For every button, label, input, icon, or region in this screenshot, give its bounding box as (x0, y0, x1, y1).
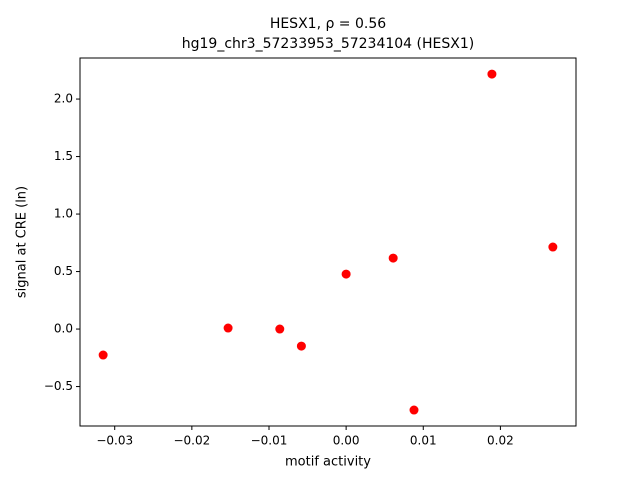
y-tick-label: 2.0 (54, 92, 73, 106)
plot-frame (79, 57, 577, 427)
y-tick-label: 1.0 (54, 207, 73, 221)
point (275, 324, 285, 334)
y-tick-label: −0.5 (44, 379, 73, 393)
point (296, 341, 306, 351)
y-tick-label: 0.0 (54, 322, 73, 336)
y-tick-label: 1.5 (54, 149, 73, 163)
x-tick-label: −0.03 (96, 434, 133, 448)
point (223, 323, 233, 333)
x-tick-label: 0.02 (487, 434, 514, 448)
y-axis-label: signal at CRE (ln) (15, 186, 30, 298)
x-tick-label: −0.01 (251, 434, 288, 448)
point (548, 242, 558, 252)
x-tick-label: 0.00 (333, 434, 360, 448)
chart-subtitle: hg19_chr3_57233953_57234104 (HESX1) (182, 36, 474, 52)
point (341, 269, 351, 279)
x-tick-label: −0.02 (173, 434, 210, 448)
y-tick-label: 0.5 (54, 264, 73, 278)
point (388, 253, 398, 263)
point (487, 69, 497, 79)
x-tick-label: 0.01 (410, 434, 437, 448)
chart-title: HESX1, ρ = 0.56 (270, 16, 386, 32)
point (409, 405, 419, 415)
x-axis-label: motif activity (285, 455, 371, 470)
point (98, 350, 108, 360)
